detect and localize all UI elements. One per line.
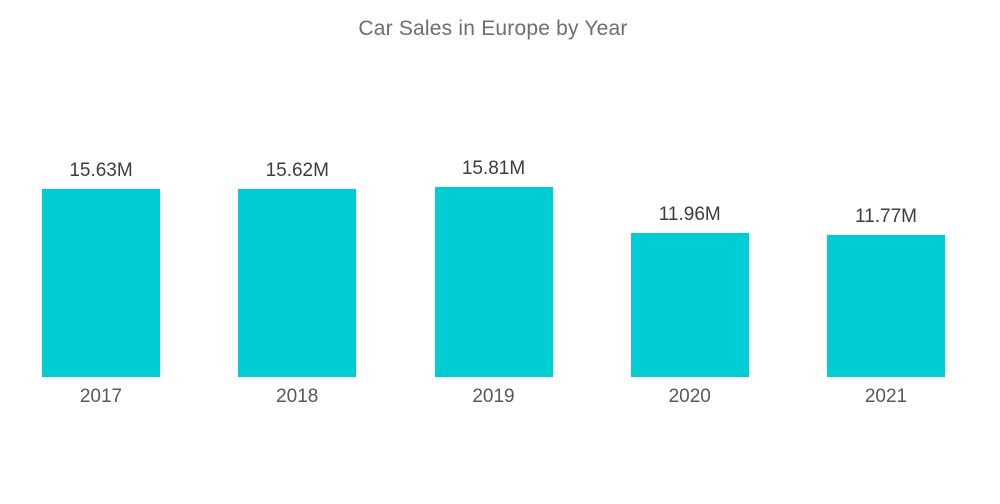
chart-title: Car Sales in Europe by Year — [358, 17, 628, 40]
bar-2019 — [434, 187, 553, 377]
bar-2021 — [827, 235, 945, 377]
x-axis-label-2019: 2019 — [472, 386, 515, 407]
x-axis-label-2017: 2017 — [79, 386, 123, 407]
bar-value-label: 15.63M — [69, 160, 133, 181]
x-axis-label-2021: 2021 — [864, 386, 908, 407]
bar-value-label: 15.62M — [265, 160, 329, 181]
bar-value-label: 11.96M — [658, 204, 721, 225]
bar-value-label: 11.77M — [855, 206, 917, 227]
x-axis-label-2020: 2020 — [668, 386, 711, 407]
bar-value-label: 15.81M — [461, 158, 526, 179]
x-axis-label-2018: 2018 — [276, 386, 319, 407]
bar-2017 — [42, 189, 160, 377]
bar-2018 — [238, 189, 357, 377]
bar-2020 — [630, 233, 749, 377]
